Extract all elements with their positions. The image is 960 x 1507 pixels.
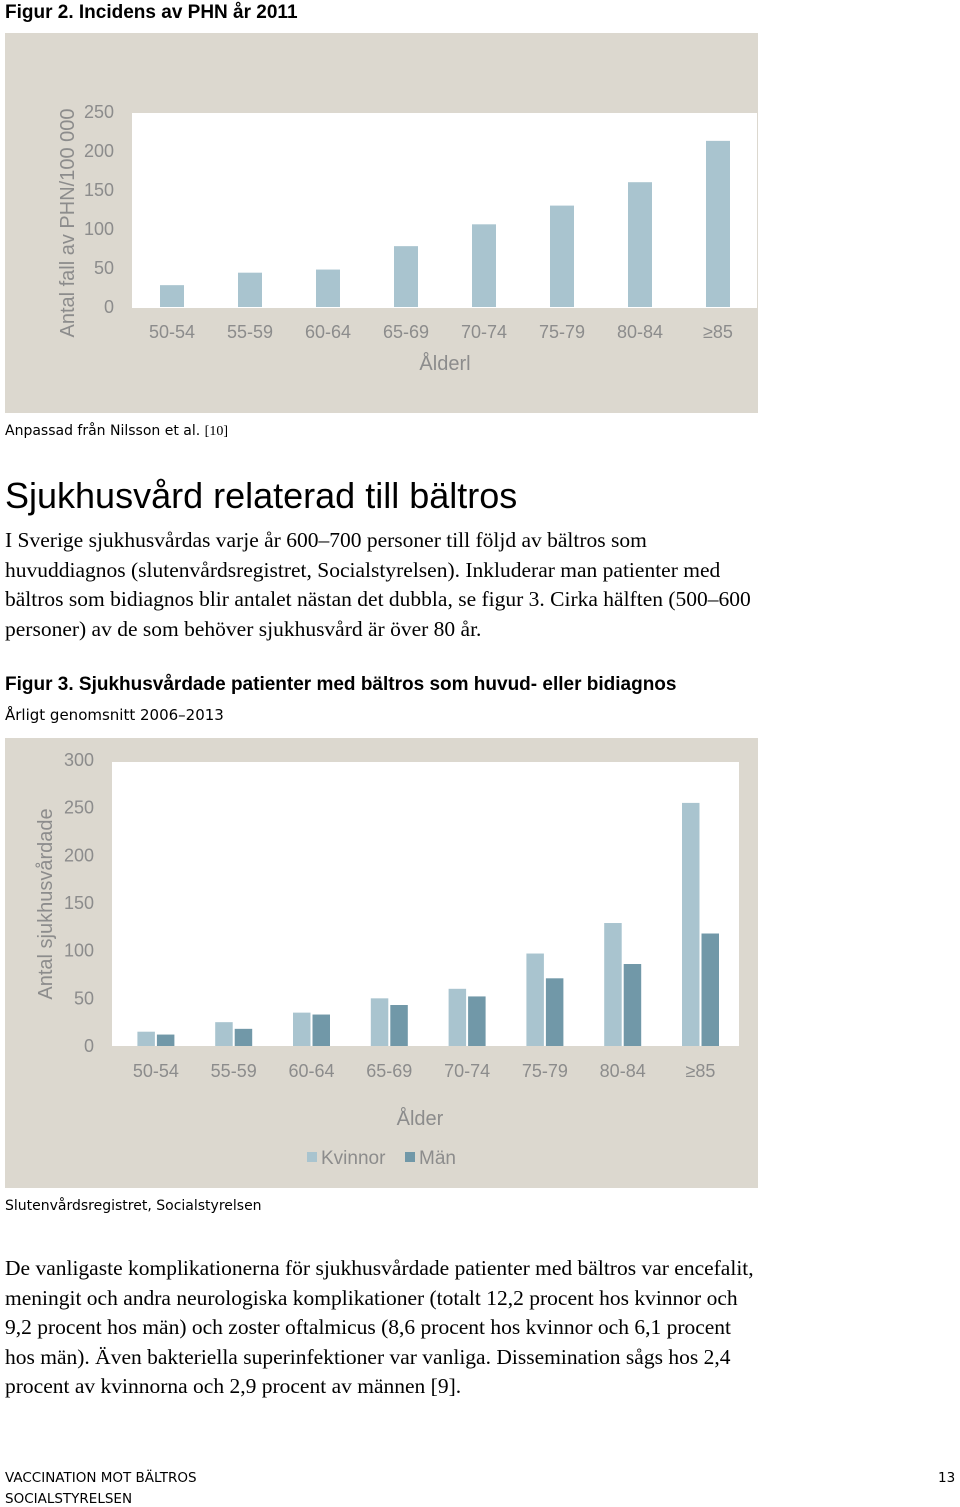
figure2-x-tick-label: 60-64 (305, 322, 351, 342)
figure2-source-ref: [10] (204, 424, 228, 439)
figure3-y-tick-label: 300 (64, 750, 94, 770)
figure2-y-tick-label: 200 (84, 141, 114, 161)
figure2-x-tick-label: 70-74 (461, 322, 507, 342)
figure3-y-axis-label: Antal sjukhusvårdade (35, 808, 57, 999)
figure3-legend-swatch-män (405, 1152, 415, 1162)
figure2-y-tick-label: 100 (84, 219, 114, 239)
figure3-bar-män (312, 1014, 330, 1046)
figure2-title: Figur 2. Incidens av PHN år 2011 (5, 2, 298, 23)
figure3-bar-män (468, 996, 486, 1046)
figure2-source-text: Anpassad från Nilsson et al. (5, 423, 201, 439)
figure3-chart-panel: 0 50 100 150 200 250 300 50-54 55-59 60-64 65-69 7… (5, 738, 758, 1188)
figure2-bar (706, 140, 730, 307)
figure2-bar (550, 205, 574, 307)
figure3-bar-kvinnor (293, 1012, 311, 1046)
figure3-bar-kvinnor (526, 953, 544, 1046)
figure2-plot-area (132, 113, 757, 308)
figure2-y-tick-label: 50 (94, 258, 114, 278)
figure3-y-tick-label: 150 (64, 893, 94, 913)
section-paragraph-1: I Sverige sjukhusvårdas varje år 600–700… (5, 528, 751, 641)
figure3-bar-män (156, 1034, 175, 1046)
figure2-x-tick-label: 80-84 (617, 322, 663, 342)
figure2-x-tick-label: 55-59 (227, 322, 273, 342)
figure2-source-note: Anpassad från Nilsson et al. [10] (5, 423, 228, 440)
figure3-chart: 0 50 100 150 200 250 300 50-54 55-59 60-64 65-69 7… (35, 750, 739, 1169)
page-number: 13 (938, 1470, 956, 1486)
figure3-bar-män (545, 978, 564, 1046)
figure2-y-tick-label: 0 (104, 297, 114, 317)
figure3-x-tick-label: 55-59 (211, 1061, 257, 1081)
figure3-x-tick-label: 75-79 (522, 1061, 568, 1081)
figure3-legend: Kvinnor Män (307, 1148, 456, 1169)
section-heading: Sjukhusvård relaterad till bältros (5, 475, 518, 516)
figure2-y-axis-label: Antal fall av PHN/100 000 (57, 108, 79, 337)
figure3-bar-kvinnor (137, 1031, 155, 1046)
figure3-x-tick-label: 65-69 (366, 1061, 412, 1081)
figure3-y-tick-label: 100 (64, 941, 94, 961)
figure3-x-axis-label: Ålder (397, 1107, 444, 1130)
figure3-legend-swatch-kvinnor (307, 1152, 317, 1162)
figure3-title: Figur 3. Sjukhusvårdade patienter med bä… (5, 674, 677, 695)
figure2-x-axis-label: Ålderl (419, 352, 470, 375)
figure2-x-tick-label: 75-79 (539, 322, 585, 342)
figure3-bar-kvinnor (682, 802, 700, 1046)
figure2-bar (238, 272, 262, 307)
figure2-y-tick-label: 250 (84, 102, 114, 122)
footer-publication: VACCINATION MOT BÄLTROS (5, 1470, 197, 1486)
figure3-x-tick-label: 70-74 (444, 1061, 490, 1081)
figure3-y-tick-label: 250 (64, 798, 94, 818)
figure3-bar-män (234, 1028, 253, 1046)
figure2-y-tick-label: 150 (84, 180, 114, 200)
figure3-subtitle: Årligt genomsnitt 2006–2013 (5, 706, 224, 724)
figure2-bar (394, 246, 418, 307)
figure2-bar (628, 182, 652, 307)
figure2-x-tick-label: 65-69 (383, 322, 429, 342)
figure3-source-note: Slutenvårdsregistret, Socialstyrelsen (5, 1198, 262, 1214)
figure3-bar-kvinnor (215, 1022, 233, 1046)
figure3-bar-män (390, 1005, 408, 1046)
figure2-bar (316, 269, 340, 307)
figure3-x-tick-label: 80-84 (600, 1061, 646, 1081)
figure3-x-tick-label: 60-64 (288, 1061, 334, 1081)
figure2-x-tick-label: 50-54 (149, 322, 195, 342)
figure3-bar-kvinnor (604, 923, 622, 1046)
figure3-bar-män (701, 933, 719, 1046)
figure3-y-tick-label: 0 (84, 1036, 94, 1056)
footer-publisher: SOCIALSTYRELSEN (5, 1491, 133, 1507)
figure2-bar (160, 285, 184, 307)
figure2-chart-panel: 0 50 100 150 200 250 50-54 55-59 60-64 65-69 70-7… (5, 33, 758, 413)
figure2-x-tick-label: ≥85 (703, 322, 733, 342)
figure3-plot-area (112, 762, 739, 1046)
figure3-y-tick-label: 200 (64, 845, 94, 865)
figure3-bar-män (623, 964, 642, 1046)
figure2-bar (472, 224, 496, 307)
figure2-chart: 0 50 100 150 200 250 50-54 55-59 60-64 65-69 70-7… (57, 102, 757, 375)
figure3-legend-label: Kvinnor (321, 1148, 386, 1169)
figure3-y-tick-label: 50 (74, 988, 94, 1008)
figure3-legend-label: Män (419, 1148, 456, 1169)
figure3-bar-kvinnor (448, 988, 467, 1046)
figure3-bar-kvinnor (370, 998, 389, 1046)
figure3-x-tick-label: ≥85 (686, 1061, 716, 1081)
figure3-x-tick-label: 50-54 (133, 1061, 179, 1081)
section-paragraph-2: De vanligaste komplikationerna för sjukh… (5, 1256, 754, 1398)
